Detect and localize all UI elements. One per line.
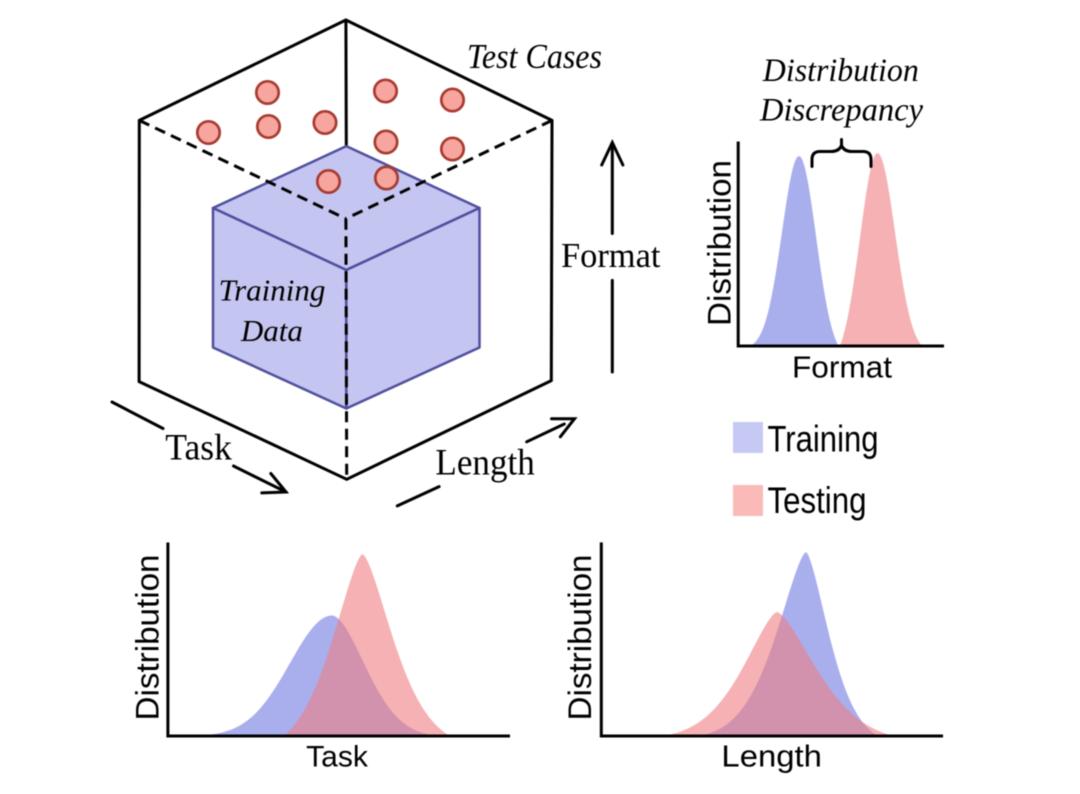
svg-text:Task: Task [306,741,369,774]
svg-text:Training: Training [768,418,879,459]
svg-text:Length: Length [721,739,822,774]
svg-text:Task: Task [165,428,232,469]
svg-text:Length: Length [435,442,535,483]
svg-text:Distribution: Distribution [130,555,166,721]
svg-text:Testing: Testing [768,480,867,521]
svg-text:Test Cases: Test Cases [467,37,602,76]
svg-text:Distribution: Distribution [702,160,738,326]
svg-text:Format: Format [561,236,661,275]
svg-text:Training: Training [219,272,326,307]
svg-text:Distribution: Distribution [562,555,598,721]
svg-text:Data: Data [240,313,303,348]
svg-text:Distribution: Distribution [762,53,919,89]
svg-text:Format: Format [792,349,892,384]
svg-text:Discrepancy: Discrepancy [759,93,924,129]
